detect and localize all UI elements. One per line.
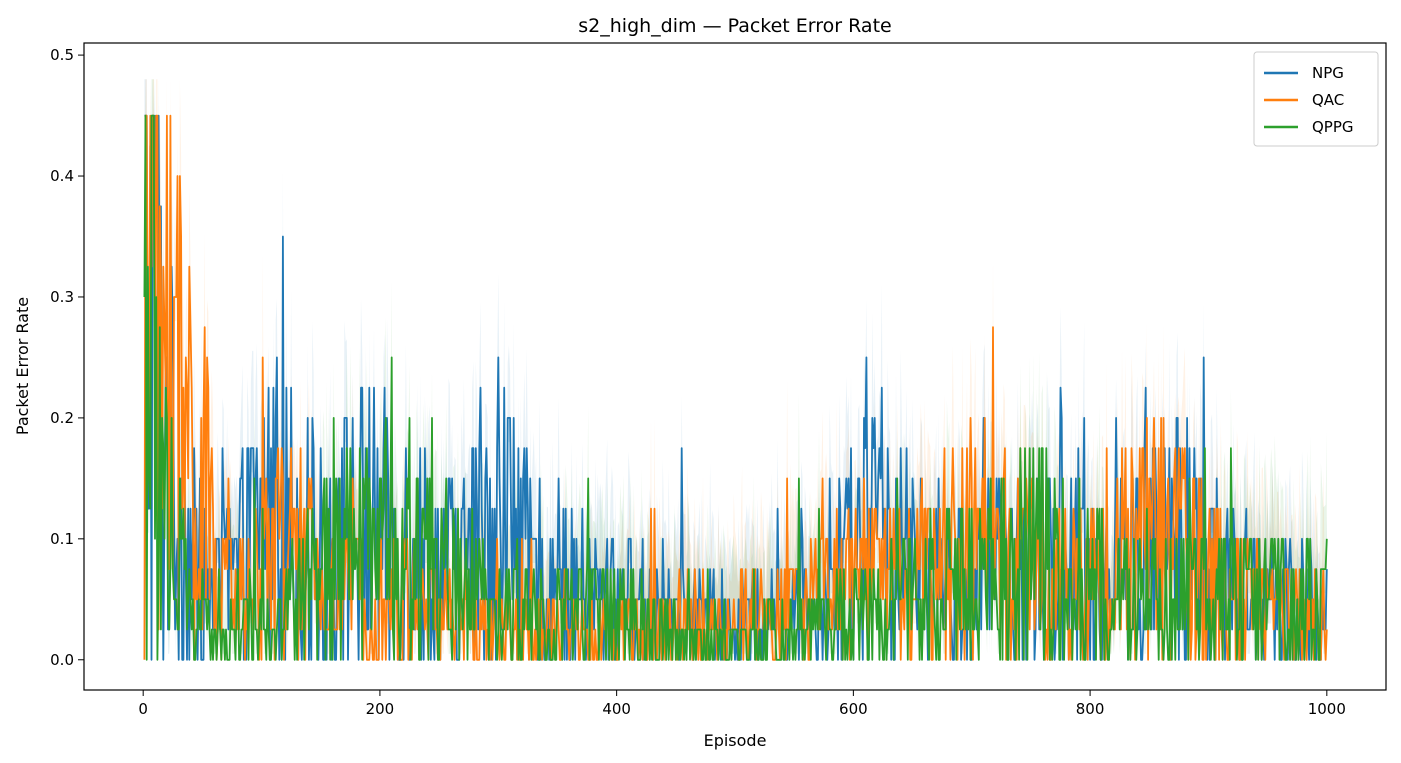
y-tick-label: 0.5 — [50, 46, 74, 64]
y-tick-label: 0.4 — [50, 167, 74, 185]
x-tick-label: 400 — [602, 700, 631, 718]
x-tick-label: 1000 — [1308, 700, 1346, 718]
series-line-qppg — [143, 114, 1328, 661]
y-axis-label: Packet Error Rate — [13, 297, 32, 435]
x-axis: 0 200 400 600 800 1000 — [138, 690, 1346, 718]
x-tick-label: 200 — [366, 700, 395, 718]
y-tick-label: 0.3 — [50, 288, 74, 306]
legend-label-qppg: QPPG — [1312, 118, 1354, 136]
y-tick-label: 0.0 — [50, 651, 74, 669]
plot-frame — [83, 42, 1387, 691]
y-tick-label: 0.2 — [50, 409, 74, 427]
legend-label-npg: NPG — [1312, 64, 1344, 82]
x-tick-label: 0 — [138, 700, 148, 718]
chart-title: s2_high_dim — Packet Error Rate — [578, 15, 891, 37]
legend: NPG QAC QPPG — [1253, 51, 1379, 147]
series-lines — [143, 114, 1328, 661]
legend-label-qac: QAC — [1312, 91, 1344, 109]
x-axis-label: Episode — [704, 731, 767, 750]
x-tick-label: 800 — [1076, 700, 1105, 718]
y-tick-label: 0.1 — [50, 530, 74, 548]
y-axis: 0.0 0.1 0.2 0.3 0.4 0.5 — [50, 46, 84, 669]
legend-box — [1253, 51, 1379, 147]
x-tick-label: 600 — [839, 700, 868, 718]
